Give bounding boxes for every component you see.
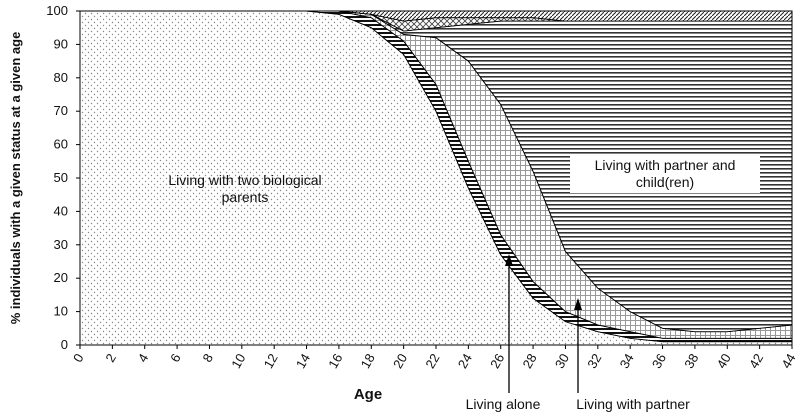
y-tick-label: 20 <box>54 270 68 285</box>
y-tick-label: 50 <box>54 170 68 185</box>
y-tick-label: 10 <box>54 304 68 319</box>
x-tick-label: 36 <box>649 351 669 371</box>
arrow-head <box>574 298 582 310</box>
x-tick-label: 6 <box>167 351 184 365</box>
x-tick-label: 14 <box>293 351 313 371</box>
x-tick-label: 16 <box>325 351 345 371</box>
x-tick-label: 8 <box>199 351 216 365</box>
x-tick-label: 38 <box>681 351 701 371</box>
x-tick-label: 4 <box>135 351 152 365</box>
y-tick-label: 100 <box>46 3 68 18</box>
x-tick-label: 2 <box>102 351 119 365</box>
area-label: Living with partner and child(ren) <box>570 155 760 193</box>
x-tick-label: 12 <box>261 351 281 371</box>
x-tick-label: 0 <box>70 351 87 365</box>
area-label: Living with two biological parents <box>168 172 322 205</box>
arrow-head <box>505 254 513 266</box>
x-tick-label: 20 <box>390 351 410 371</box>
x-axis-title: Age <box>354 386 382 403</box>
x-tick-label: 26 <box>487 351 507 371</box>
x-tick-label: 28 <box>519 351 539 371</box>
y-tick-label: 0 <box>61 337 68 352</box>
x-tick-label: 42 <box>746 351 766 371</box>
y-tick-label: 80 <box>54 70 68 85</box>
annotation: Living with partner <box>576 396 690 412</box>
x-tick-label: 44 <box>778 351 796 371</box>
y-tick-label: 70 <box>54 103 68 118</box>
x-tick-label: 40 <box>714 351 734 371</box>
y-tick-label: 40 <box>54 203 68 218</box>
x-tick-label: 34 <box>617 351 637 371</box>
x-tick-label: 24 <box>455 351 475 371</box>
x-tick-label: 10 <box>228 351 248 371</box>
x-tick-label: 22 <box>422 351 442 371</box>
x-tick-label: 18 <box>358 351 378 371</box>
y-tick-label: 60 <box>54 137 68 152</box>
x-tick-label: 30 <box>552 351 572 371</box>
y-axis-title: % individuals with a given status at a g… <box>8 32 23 325</box>
y-tick-label: 30 <box>54 237 68 252</box>
y-tick-label: 90 <box>54 36 68 51</box>
x-tick-label: 32 <box>584 351 604 371</box>
annotation: Living alone <box>465 396 541 412</box>
